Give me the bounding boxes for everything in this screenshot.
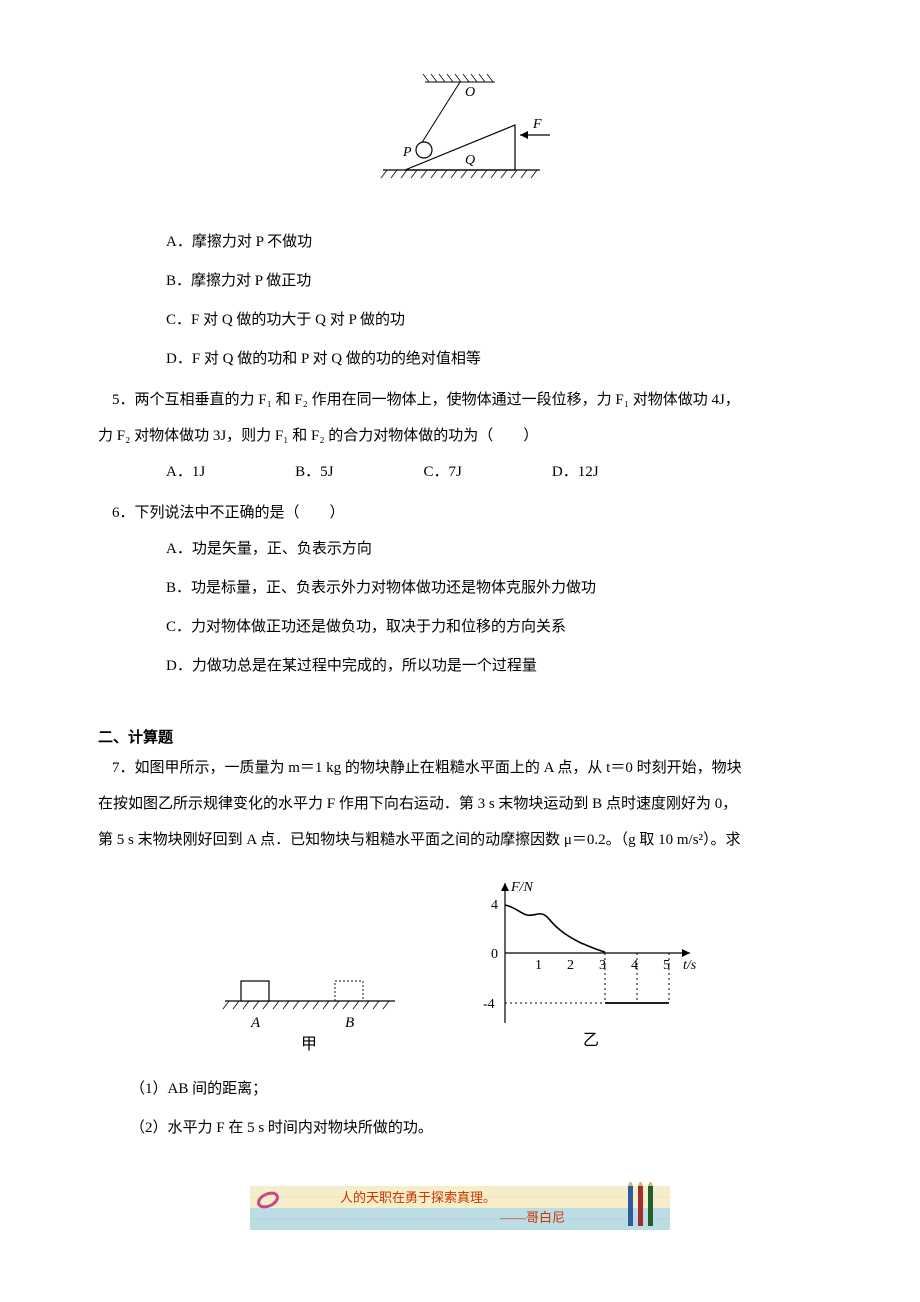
- caption-jia: 甲: [301, 1036, 317, 1053]
- q6-stem: 6．下列说法中不正确的是（ ）: [98, 498, 822, 528]
- q7-sub2: （2）水平力 F 在 5 s 时间内对物块所做的功。: [98, 1109, 822, 1148]
- q5-options: A．1J B．5J C．7J D．12J: [98, 453, 822, 492]
- q7-stem-line2: 在按如图乙所示规律变化的水平力 F 作用下向右运动．第 3 s 末物块运动到 B…: [98, 789, 822, 819]
- axis-x-label: t/s: [683, 958, 697, 973]
- ytick-4: 4: [491, 898, 498, 913]
- q4-option-d: D．F 对 Q 做的功和 P 对 Q 做的功的绝对值相等: [98, 340, 822, 379]
- svg-text:2: 2: [567, 958, 574, 973]
- caption-yi: 乙: [583, 1032, 599, 1049]
- svg-text:1: 1: [535, 958, 542, 973]
- label-B: B: [345, 1015, 354, 1031]
- label-F: F: [532, 117, 542, 132]
- q6-option-d: D．力做功总是在某过程中完成的，所以功是一个过程量: [98, 647, 822, 686]
- q5-option-d: D．12J: [552, 453, 599, 492]
- footer-banner: 人的天职在勇于探索真理。 ——哥白尼: [250, 1182, 670, 1241]
- q7-stem-line1: 7．如图甲所示，一质量为 m＝1 kg 的物块静止在粗糙水平面上的 A 点，从 …: [98, 753, 822, 783]
- label-O: O: [465, 85, 475, 100]
- svg-text:4: 4: [631, 958, 638, 973]
- axis-y-label: F/N: [510, 880, 533, 895]
- svg-text:5: 5: [663, 958, 670, 973]
- label-Q: Q: [465, 153, 475, 168]
- q5-stem-line1: 5．两个互相垂直的力 F₁ 和 F₂ 作用在同一物体上，使物体通过一段位移，力 …: [98, 385, 822, 415]
- q6-option-c: C．力对物体做正功还是做负功，取决于力和位移的方向关系: [98, 608, 822, 647]
- q4-option-b: B．摩擦力对 P 做正功: [98, 262, 822, 301]
- q5-stem-line2: 力 F₂ 对物体做功 3J，则力 F₁ 和 F₂ 的合力对物体做的功为（ ）: [98, 421, 822, 451]
- q7-sub1: （1）AB 间的距离；: [98, 1070, 822, 1109]
- label-A: A: [250, 1015, 261, 1031]
- svg-text:3: 3: [599, 958, 606, 973]
- q4-figure: O P Q F: [98, 70, 822, 195]
- q6-option-b: B．功是标量，正、负表示外力对物体做功还是物体克服外力做功: [98, 569, 822, 608]
- ytick-neg4: -4: [483, 997, 495, 1012]
- q7-stem-line3: 第 5 s 末物块刚好回到 A 点．已知物块与粗糙水平面之间的动摩擦因数 μ＝0…: [98, 825, 822, 855]
- ytick-0: 0: [491, 947, 498, 962]
- banner-line2: ——哥白尼: [499, 1210, 565, 1225]
- banner-line1: 人的天职在勇于探索真理。: [340, 1190, 496, 1205]
- label-P: P: [402, 145, 412, 160]
- q4-option-c: C．F 对 Q 做的功大于 Q 对 P 做的功: [98, 301, 822, 340]
- q5-option-c: C．7J: [424, 453, 462, 492]
- q5-option-b: B．5J: [295, 453, 333, 492]
- section-2-heading: 二、计算题: [98, 726, 822, 747]
- q5-option-a: A．1J: [166, 453, 205, 492]
- q4-option-a: A．摩擦力对 P 不做功: [98, 223, 822, 262]
- q7-figure-right: 4 0 -4 F/N t/s 1 2 3 4 5: [465, 873, 705, 1058]
- q7-figure-left: A B 甲: [215, 953, 405, 1058]
- q6-option-a: A．功是矢量，正、负表示方向: [98, 530, 822, 569]
